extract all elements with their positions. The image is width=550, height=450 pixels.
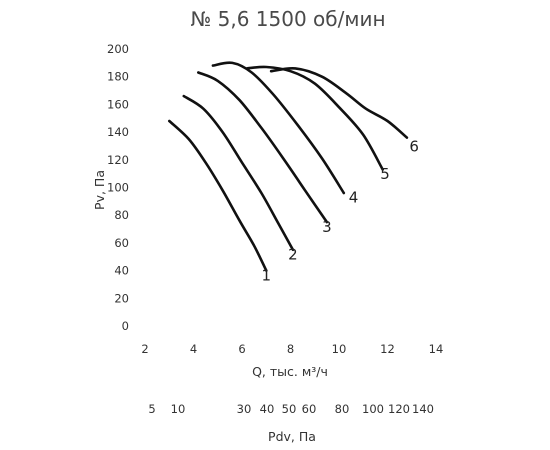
x-tick-labels: 2 4 6 8 10 12 14 — [141, 342, 443, 356]
x-tick-label: 10 — [332, 342, 347, 356]
x-axis-title: Q, тыс. м³/ч — [252, 364, 328, 379]
pdv-tick-label: 40 — [260, 402, 275, 416]
y-tick-label: 80 — [114, 208, 129, 222]
secondary-axis-tick-labels: 5 10 30 40 50 60 80 100 120 140 — [148, 402, 434, 416]
curve-label-3: 3 — [322, 218, 332, 236]
curve-6 — [269, 66, 409, 139]
pdv-tick-label: 120 — [388, 402, 410, 416]
y-tick-labels: 0 20 40 60 80 100 120 140 160 180 200 — [107, 42, 129, 333]
curve-label-4: 4 — [349, 189, 359, 207]
curve-3 — [197, 71, 329, 224]
curve-label-1: 1 — [261, 266, 271, 284]
y-tick-label: 40 — [114, 264, 129, 278]
curve-label-5: 5 — [380, 165, 390, 183]
curve-4 — [211, 61, 346, 195]
y-tick-label: 0 — [122, 319, 129, 333]
y-tick-label: 60 — [114, 236, 129, 250]
curve-label-2: 2 — [288, 246, 298, 264]
x-tick-label: 2 — [141, 342, 148, 356]
x-tick-label: 14 — [429, 342, 444, 356]
y-tick-label: 20 — [114, 291, 129, 305]
y-tick-label: 120 — [107, 153, 129, 167]
pdv-tick-label: 50 — [282, 402, 297, 416]
curve-2 — [182, 94, 295, 252]
curve-1 — [168, 119, 268, 272]
secondary-axis-title: Pdv, Па — [268, 429, 316, 444]
curve-label-6: 6 — [409, 137, 419, 155]
y-tick-label: 200 — [107, 42, 129, 56]
x-tick-label: 12 — [380, 342, 395, 356]
y-tick-label: 180 — [107, 70, 129, 84]
curve-5 — [245, 65, 384, 171]
pdv-tick-label: 5 — [148, 402, 155, 416]
x-tick-label: 8 — [287, 342, 294, 356]
pdv-tick-label: 10 — [171, 402, 186, 416]
chart-title: № 5,6 1500 об/мин — [190, 7, 385, 31]
y-tick-label: 160 — [107, 97, 129, 111]
x-tick-label: 4 — [190, 342, 197, 356]
y-axis-title: Pv, Па — [92, 170, 107, 210]
x-tick-label: 6 — [238, 342, 245, 356]
pdv-tick-label: 60 — [302, 402, 317, 416]
y-tick-label: 140 — [107, 125, 129, 139]
curves — [168, 61, 409, 272]
pdv-tick-label: 80 — [335, 402, 350, 416]
pdv-tick-label: 30 — [237, 402, 252, 416]
y-tick-label: 100 — [107, 181, 129, 195]
pdv-tick-label: 100 — [362, 402, 384, 416]
pdv-tick-label: 140 — [412, 402, 434, 416]
